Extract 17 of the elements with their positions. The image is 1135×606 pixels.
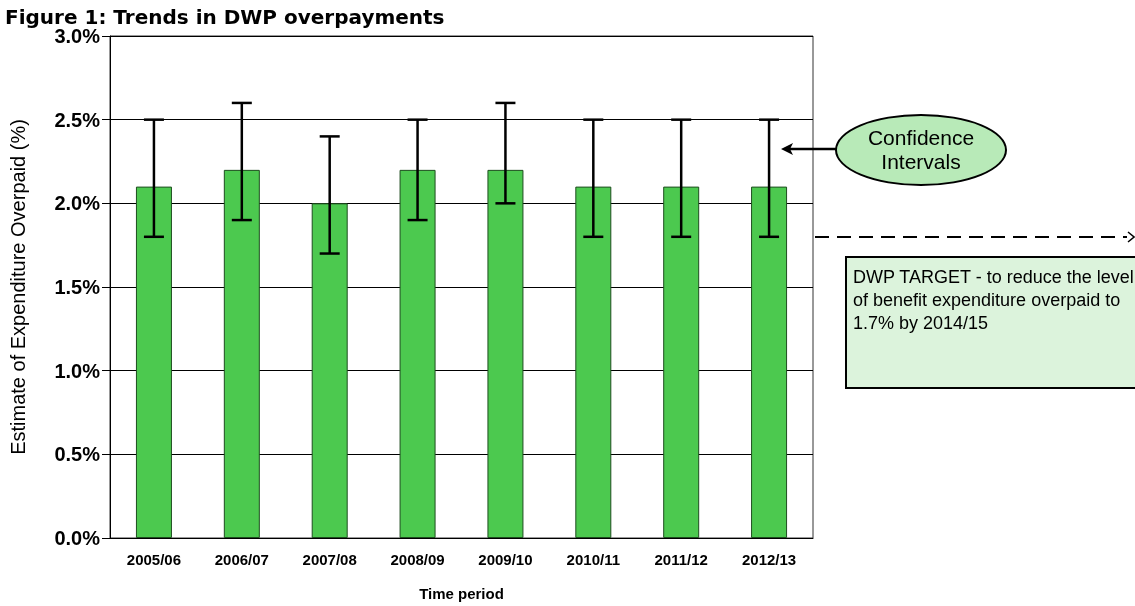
y-tick-label: 0.0% (54, 527, 101, 549)
x-tick-label: 2012/13 (741, 551, 797, 568)
y-tick-label: 1.0% (54, 359, 101, 382)
x-tick-label: 2011/12 (654, 551, 708, 568)
x-tick-label: 2010/11 (566, 551, 621, 568)
y-axis-title: Estimate of Expenditure Overpaid (%) (7, 119, 29, 455)
y-tick-label: 2.0% (54, 192, 101, 215)
x-tick-label: 2005/06 (126, 551, 182, 568)
y-tick-label: 2.5% (54, 108, 101, 131)
ellipse-callout: Confidence Intervals (835, 114, 1007, 186)
y-tick-label: 0.5% (54, 443, 101, 466)
x-tick-label: 2006/07 (214, 551, 269, 568)
x-axis-title: Time period (419, 585, 504, 602)
x-tick-label: 2009/10 (478, 551, 533, 568)
x-tick-label: 2008/09 (390, 551, 445, 568)
x-tick-label: 2007/08 (302, 551, 357, 568)
y-tick-label: 1.5% (54, 276, 101, 298)
